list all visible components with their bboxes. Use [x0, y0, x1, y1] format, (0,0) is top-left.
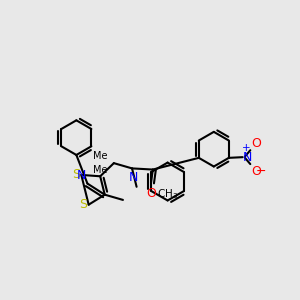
Text: −: − [256, 165, 267, 178]
Text: Me: Me [93, 151, 107, 161]
Text: S: S [80, 198, 88, 211]
Text: CH$_3$: CH$_3$ [157, 188, 178, 201]
Text: O: O [251, 136, 261, 149]
Text: S: S [72, 168, 80, 182]
Text: O: O [251, 165, 261, 178]
Text: O: O [146, 187, 156, 200]
Text: +: + [242, 143, 250, 154]
Text: N: N [243, 151, 253, 164]
Text: Me: Me [93, 166, 107, 176]
Text: N: N [77, 169, 86, 182]
Text: N: N [128, 171, 138, 184]
